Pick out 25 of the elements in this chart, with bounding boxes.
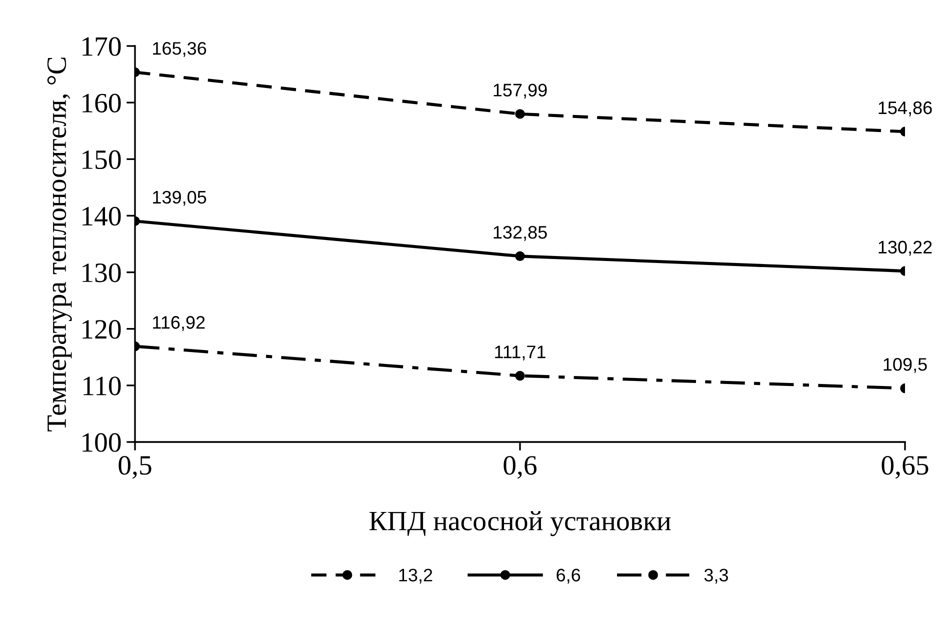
x-axis-title: КПД насосной установки — [369, 511, 671, 536]
legend-label: 13,2 — [399, 568, 432, 584]
legend-label: 6,6 — [556, 568, 580, 584]
y-tick-label: 140 — [82, 206, 121, 226]
data-label: 116,92 — [153, 316, 205, 331]
data-label: 157,99 — [494, 84, 547, 99]
y-axis-title: Температура теплоносителя, °C — [47, 58, 72, 432]
data-label: 132,85 — [494, 226, 547, 241]
data-label: 165,36 — [153, 42, 206, 57]
data-label: 130,22 — [878, 240, 932, 256]
y-tick-label: 100 — [82, 433, 121, 452]
legend-label: 3,3 — [704, 568, 728, 584]
y-tick-label: 120 — [82, 320, 121, 339]
data-label: 109,5 — [884, 358, 927, 373]
x-tick-label: 0,6 — [504, 456, 537, 479]
y-tick-label: 160 — [82, 94, 121, 112]
x-tick-label: 0,5 — [118, 456, 152, 479]
data-label: 111,71 — [495, 346, 546, 360]
y-tick-label: 170 — [82, 37, 121, 56]
x-tick-label: 0,65 — [882, 456, 928, 479]
y-tick-label: 150 — [82, 150, 121, 170]
y-tick-label: 110 — [84, 376, 121, 396]
y-tick-label: 130 — [82, 263, 121, 282]
data-label: 154,86 — [878, 101, 932, 116]
data-label: 139,05 — [153, 190, 206, 206]
